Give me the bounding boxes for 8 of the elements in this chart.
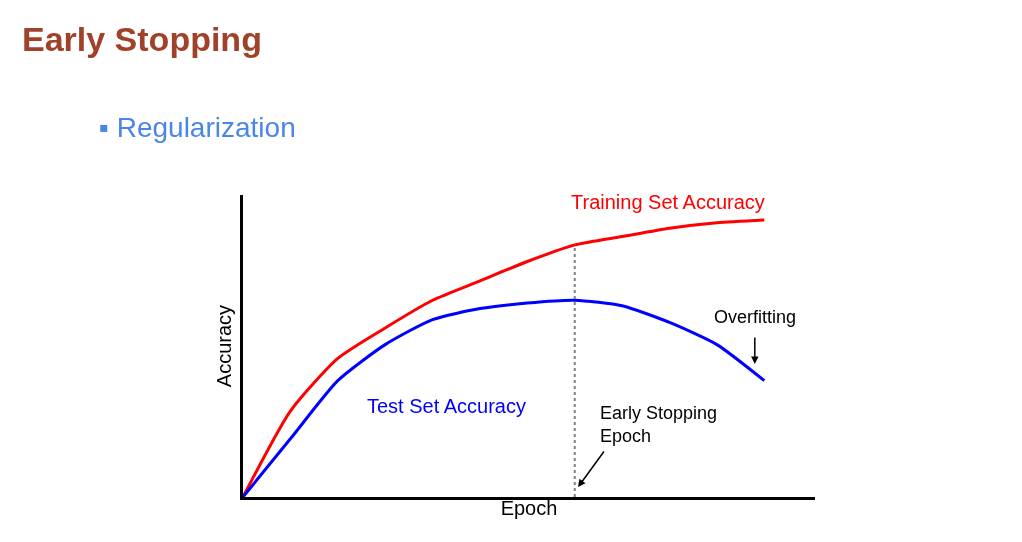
x-axis-title: Epoch xyxy=(500,496,558,519)
annotation: Early Stopping Epoch xyxy=(600,403,718,447)
chart-subtitle: ▪ Regularization xyxy=(99,112,296,143)
y-axis-title: Accuracy xyxy=(212,304,235,388)
annotation: Overfitting xyxy=(714,307,797,327)
series-label: Training Set Accuracy xyxy=(571,191,765,213)
chart-title: Early Stopping xyxy=(22,20,262,58)
series-label: Test Set Accuracy xyxy=(367,395,526,417)
